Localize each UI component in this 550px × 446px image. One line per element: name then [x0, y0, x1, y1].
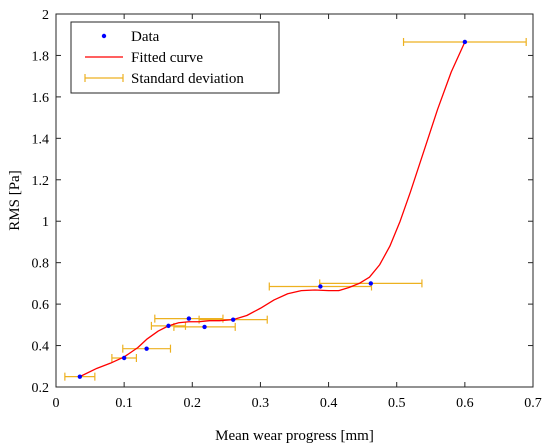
x-tick-label: 0 — [53, 396, 60, 411]
y-tick-label: 1.4 — [32, 132, 50, 147]
x-tick-label: 0.6 — [456, 396, 474, 411]
x-tick-label: 0.5 — [388, 396, 406, 411]
y-tick-label: 1.2 — [32, 174, 50, 189]
data-point — [144, 346, 149, 351]
y-tick-label: 2 — [42, 8, 49, 23]
y-axis-label: RMS [Pa] — [7, 170, 23, 230]
data-point — [121, 355, 127, 361]
data-point — [166, 323, 171, 329]
y-tick-label: 0.2 — [32, 381, 50, 396]
legend-label-standard-deviation: Standard deviation — [131, 71, 244, 87]
x-tick-label: 0.1 — [115, 396, 133, 411]
x-tick-label: 0.2 — [184, 396, 202, 411]
y-tick-label: 1.6 — [32, 91, 50, 106]
legend-marker-data — [101, 33, 107, 39]
x-tick-label: 0.4 — [320, 396, 338, 411]
data-point — [230, 317, 236, 322]
axis-ticks: 0 0.1 0.2 0.3 0.4 0.5 0.6 0.7 0.2 0.4 0.6 0.8 1 1.2 1.… — [32, 8, 542, 411]
data-points — [77, 39, 468, 379]
x-axis-label: Mean wear progress [mm] — [215, 428, 374, 444]
x-tick-label: 0.7 — [524, 396, 542, 411]
fitted-curve-layer — [79, 41, 466, 378]
legend-label-fitted-curve: Fitted curve — [131, 50, 203, 66]
legend: Data Fitted curve Standard deviation — [70, 21, 280, 94]
fitted-curve — [79, 41, 466, 378]
x-tick-label: 0.3 — [252, 396, 270, 411]
data-point — [368, 281, 374, 286]
legend-label-data: Data — [131, 29, 160, 45]
y-tick-label: 0.8 — [32, 257, 50, 272]
y-tick-label: 0.4 — [32, 340, 50, 355]
legend-marker-standard-deviation — [84, 74, 124, 82]
data-point — [202, 324, 207, 330]
data-point — [186, 316, 192, 321]
plot-frame — [55, 13, 534, 388]
y-tick-label: 0.6 — [32, 298, 50, 313]
data-point — [318, 284, 323, 289]
data-point — [462, 39, 468, 45]
data-point — [77, 374, 83, 379]
y-tick-label: 1 — [42, 215, 49, 230]
y-tick-label: 1.8 — [32, 49, 50, 64]
